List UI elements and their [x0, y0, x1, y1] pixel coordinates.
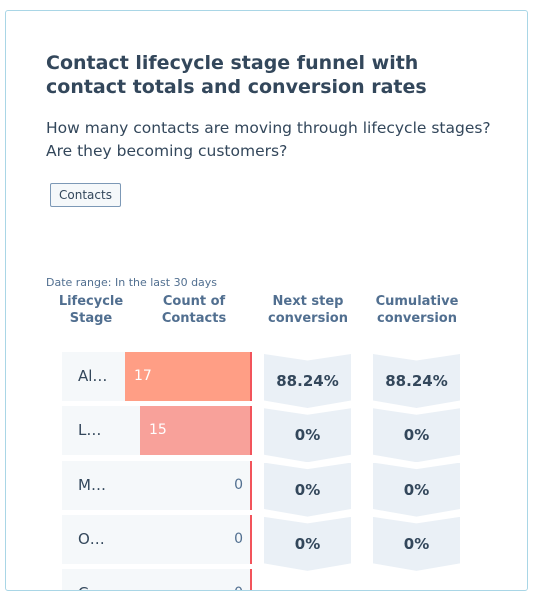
next-conversion: 88.24%	[264, 354, 351, 408]
cumulative-conversion: 0%	[373, 516, 460, 571]
stage-label: L…	[78, 421, 102, 440]
date-range: Date range: In the last 30 days	[46, 276, 218, 289]
bar	[250, 514, 252, 564]
stage-box	[62, 514, 252, 564]
cumulative-conversion: 88.24%	[373, 354, 460, 408]
cumulative-conversion: 0%	[373, 408, 460, 463]
count-label: 15	[148, 422, 167, 439]
column-header: Lifecycle Stage	[58, 294, 124, 326]
tag[interactable]: Contacts	[50, 183, 121, 207]
bar	[125, 352, 252, 401]
cumulative-conversion: 0%	[373, 462, 460, 517]
next-conversion: 0%	[264, 462, 351, 517]
bar	[250, 460, 252, 510]
title: Contact lifecycle stage funnel with cont…	[46, 52, 427, 98]
count-label: 0	[234, 569, 243, 590]
count-label: 0	[234, 530, 243, 547]
column-header: Count of Contacts	[161, 294, 227, 326]
count-label: 17	[134, 368, 152, 384]
next-conversion: 0%	[264, 408, 351, 463]
stage-label: C…	[78, 569, 103, 590]
subtitle: How many contacts are moving through lif…	[46, 119, 491, 160]
stage-box	[62, 569, 252, 590]
bar	[139, 406, 252, 456]
count-label: 0	[234, 476, 243, 493]
column-header: Cumulative conversion	[375, 294, 459, 326]
stage-label: M…	[78, 475, 106, 494]
stage-box	[62, 460, 252, 510]
stage-label: O…	[78, 529, 105, 548]
column-header: Next step conversion	[268, 294, 348, 326]
bar	[250, 569, 252, 590]
next-conversion: 0%	[264, 516, 351, 571]
report-card: Contact lifecycle stage funnel with cont…	[5, 10, 528, 591]
stage-label: Al…	[78, 367, 108, 385]
